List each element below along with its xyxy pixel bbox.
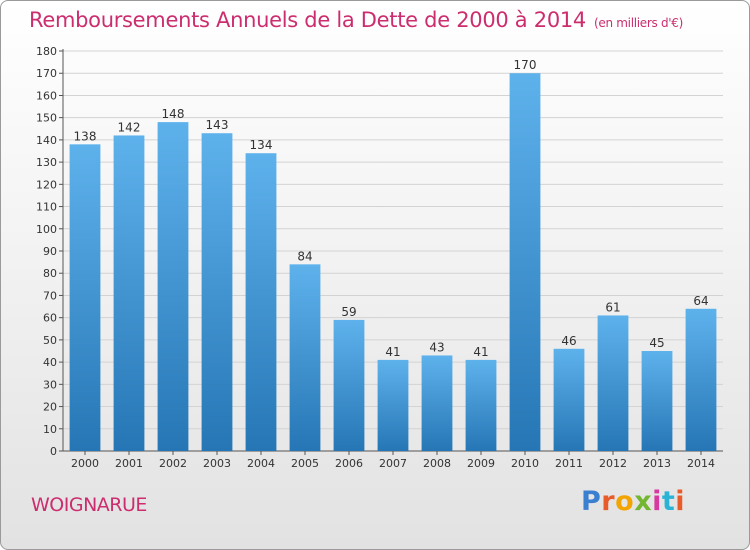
x-tick-label: 2002 [159,457,187,470]
title-text: Remboursements Annuels de la Dette de 20… [29,8,586,32]
bar-2000 [69,144,101,452]
data-label: 143 [206,118,229,132]
data-label: 148 [162,107,185,121]
y-tick-label: 180 [36,45,57,58]
proxiti-logo: Proxiti [581,486,685,517]
data-label: 170 [514,58,537,72]
x-tick-label: 2008 [423,457,451,470]
bar-2002 [157,122,189,451]
bar-2014 [685,308,717,451]
bar-2001 [113,135,145,451]
y-tick-label: 70 [43,289,57,302]
data-label: 46 [561,334,576,348]
y-tick-label: 50 [43,334,57,347]
x-tick-label: 2014 [687,457,715,470]
x-tick-label: 2004 [247,457,275,470]
commune-name: WOIGNARUE [31,494,147,516]
data-label: 41 [473,345,488,359]
data-label: 134 [250,138,273,152]
bar-2011 [553,348,585,451]
bar-2005 [289,264,321,451]
bar-2007 [377,359,409,451]
data-label: 43 [429,340,444,354]
data-label: 41 [385,345,400,359]
y-tick-label: 90 [43,245,57,258]
bar-2006 [333,319,365,451]
logo-letter: r [601,486,616,517]
data-label: 61 [605,300,620,314]
y-tick-label: 10 [43,423,57,436]
data-label: 64 [693,294,708,308]
x-tick-label: 2011 [555,457,583,470]
x-tick-label: 2010 [511,457,539,470]
data-label: 142 [118,120,141,134]
bar-2003 [201,133,233,451]
logo-letter: P [581,486,602,517]
data-label: 138 [74,129,97,143]
logo-letter: t [661,486,676,517]
bar-2010 [509,73,541,451]
logo-letter: x [634,486,653,517]
y-tick-label: 120 [36,178,57,191]
y-tick-label: 140 [36,134,57,147]
y-tick-label: 20 [43,401,57,414]
x-tick-label: 2006 [335,457,363,470]
bar-2013 [641,351,673,451]
data-label: 59 [341,305,356,319]
y-tick-label: 110 [36,201,57,214]
x-tick-label: 2005 [291,457,319,470]
y-tick-label: 30 [43,378,57,391]
y-tick-label: 100 [36,223,57,236]
x-tick-label: 2013 [643,457,671,470]
chart-title: Remboursements Annuels de la Dette de 20… [29,8,683,32]
logo-letter: o [615,486,635,517]
x-tick-label: 2007 [379,457,407,470]
y-tick-label: 0 [50,445,57,458]
y-tick-label: 130 [36,156,57,169]
data-label: 45 [649,336,664,350]
y-tick-label: 80 [43,267,57,280]
logo-letter: i [675,486,686,517]
y-tick-label: 150 [36,112,57,125]
bar-2012 [597,315,629,451]
x-tick-label: 2003 [203,457,231,470]
logo-letter: i [652,486,662,517]
x-tick-label: 2009 [467,457,495,470]
x-tick-label: 2012 [599,457,627,470]
bar-2008 [421,355,453,451]
x-tick-label: 2000 [71,457,99,470]
y-tick-label: 160 [36,89,57,102]
unit-label: (en milliers d'€) [594,16,684,30]
data-label: 84 [297,249,312,263]
x-tick-label: 2001 [115,457,143,470]
bar-2009 [465,359,497,451]
y-tick-label: 170 [36,67,57,80]
y-tick-label: 40 [43,356,57,369]
bar-2004 [245,153,277,451]
y-tick-label: 60 [43,312,57,325]
